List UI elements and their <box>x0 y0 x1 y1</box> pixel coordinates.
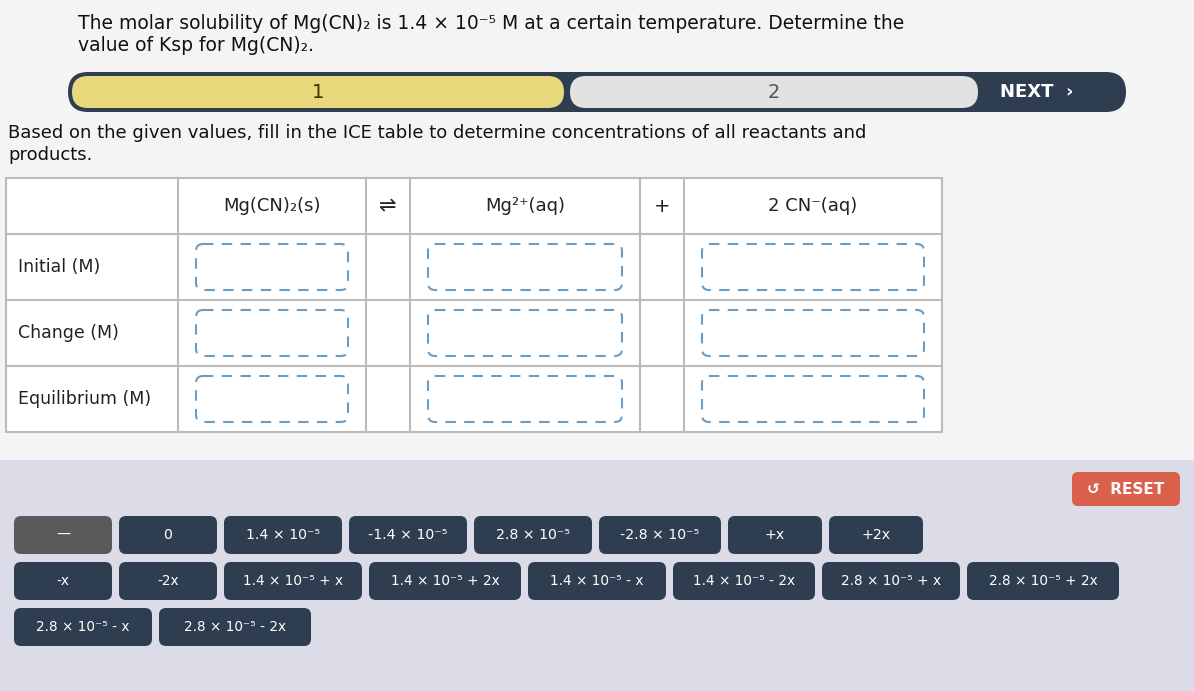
FancyBboxPatch shape <box>349 516 467 554</box>
Text: 2 CN⁻(aq): 2 CN⁻(aq) <box>769 197 857 215</box>
FancyBboxPatch shape <box>68 72 1126 112</box>
Text: ↺  RESET: ↺ RESET <box>1088 482 1164 497</box>
FancyBboxPatch shape <box>728 516 821 554</box>
FancyBboxPatch shape <box>14 562 112 600</box>
Text: 1.4 × 10⁻⁵: 1.4 × 10⁻⁵ <box>246 528 320 542</box>
Text: 1: 1 <box>312 82 325 102</box>
FancyBboxPatch shape <box>702 376 924 422</box>
FancyBboxPatch shape <box>14 516 112 554</box>
Text: products.: products. <box>8 146 92 164</box>
FancyBboxPatch shape <box>528 562 666 600</box>
Text: Mg²⁺(aq): Mg²⁺(aq) <box>485 197 565 215</box>
Text: value of Ksp for Mg(CN)₂.: value of Ksp for Mg(CN)₂. <box>78 36 314 55</box>
FancyBboxPatch shape <box>196 310 347 356</box>
Text: -2.8 × 10⁻⁵: -2.8 × 10⁻⁵ <box>621 528 700 542</box>
Text: -1.4 × 10⁻⁵: -1.4 × 10⁻⁵ <box>368 528 448 542</box>
FancyBboxPatch shape <box>474 516 592 554</box>
FancyBboxPatch shape <box>427 376 622 422</box>
Text: 2.8 × 10⁻⁵ + 2x: 2.8 × 10⁻⁵ + 2x <box>989 574 1097 588</box>
Text: 2: 2 <box>768 82 780 102</box>
FancyBboxPatch shape <box>702 310 924 356</box>
Text: 1.4 × 10⁻⁵ - x: 1.4 × 10⁻⁵ - x <box>550 574 644 588</box>
FancyBboxPatch shape <box>196 244 347 290</box>
Text: Mg(CN)₂(s): Mg(CN)₂(s) <box>223 197 321 215</box>
Bar <box>0 0 1194 460</box>
FancyBboxPatch shape <box>1072 472 1180 506</box>
Text: -x: -x <box>56 574 69 588</box>
Text: 2.8 × 10⁻⁵ - x: 2.8 × 10⁻⁵ - x <box>36 620 130 634</box>
FancyBboxPatch shape <box>196 376 347 422</box>
Text: NEXT  ›: NEXT › <box>1001 83 1073 101</box>
FancyBboxPatch shape <box>702 244 924 290</box>
Bar <box>0 460 1194 691</box>
FancyBboxPatch shape <box>570 76 978 108</box>
Text: +: + <box>654 196 670 216</box>
FancyBboxPatch shape <box>119 516 217 554</box>
FancyBboxPatch shape <box>159 608 310 646</box>
Text: The molar solubility of Mg(CN)₂ is 1.4 × 10⁻⁵ M at a certain temperature. Determ: The molar solubility of Mg(CN)₂ is 1.4 ×… <box>78 14 904 33</box>
Text: Initial (M): Initial (M) <box>18 258 100 276</box>
FancyBboxPatch shape <box>599 516 721 554</box>
FancyBboxPatch shape <box>821 562 960 600</box>
FancyBboxPatch shape <box>829 516 923 554</box>
FancyBboxPatch shape <box>967 562 1119 600</box>
Text: Equilibrium (M): Equilibrium (M) <box>18 390 152 408</box>
Text: —: — <box>56 528 70 542</box>
FancyBboxPatch shape <box>72 76 564 108</box>
FancyBboxPatch shape <box>369 562 521 600</box>
FancyBboxPatch shape <box>224 516 341 554</box>
Text: 2.8 × 10⁻⁵ - 2x: 2.8 × 10⁻⁵ - 2x <box>184 620 287 634</box>
Text: +2x: +2x <box>861 528 891 542</box>
Text: -2x: -2x <box>158 574 179 588</box>
Text: +x: +x <box>765 528 786 542</box>
Text: Based on the given values, fill in the ICE table to determine concentrations of : Based on the given values, fill in the I… <box>8 124 867 142</box>
FancyBboxPatch shape <box>427 310 622 356</box>
FancyBboxPatch shape <box>224 562 362 600</box>
Text: 1.4 × 10⁻⁵ - 2x: 1.4 × 10⁻⁵ - 2x <box>693 574 795 588</box>
Text: 1.4 × 10⁻⁵ + x: 1.4 × 10⁻⁵ + x <box>242 574 343 588</box>
Text: 2.8 × 10⁻⁵: 2.8 × 10⁻⁵ <box>496 528 570 542</box>
Text: 2.8 × 10⁻⁵ + x: 2.8 × 10⁻⁵ + x <box>841 574 941 588</box>
Text: Change (M): Change (M) <box>18 324 119 342</box>
Text: 0: 0 <box>164 528 172 542</box>
Text: 1.4 × 10⁻⁵ + 2x: 1.4 × 10⁻⁵ + 2x <box>390 574 499 588</box>
FancyBboxPatch shape <box>673 562 816 600</box>
FancyBboxPatch shape <box>427 244 622 290</box>
FancyBboxPatch shape <box>119 562 217 600</box>
FancyBboxPatch shape <box>14 608 152 646</box>
Bar <box>6 178 942 432</box>
Text: ⇌: ⇌ <box>380 196 396 216</box>
